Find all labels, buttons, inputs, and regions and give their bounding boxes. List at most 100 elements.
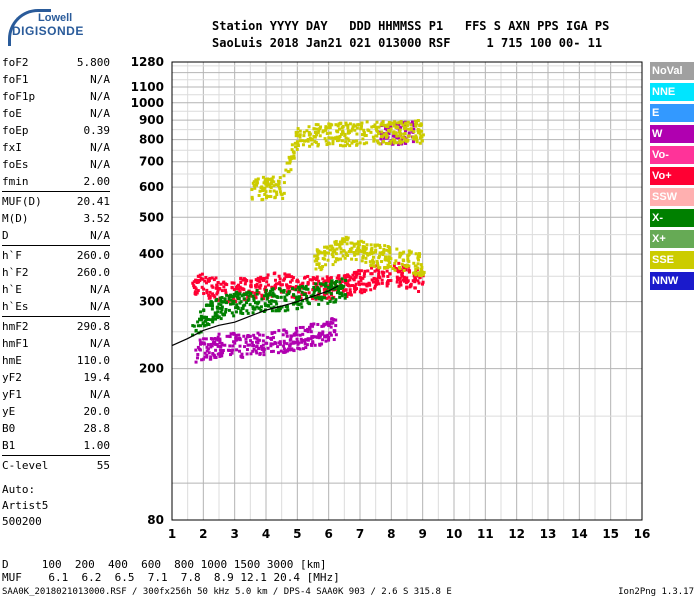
echo-point-w: [306, 327, 310, 331]
echo-point-w: [246, 343, 250, 347]
echo-point-sse: [372, 139, 376, 143]
echo-point-xminus: [316, 286, 320, 290]
echo-point-xminus: [260, 297, 264, 301]
echo-point-xminus: [223, 298, 227, 302]
param-row: foF2 5.800: [2, 54, 110, 71]
legend-item-w: W: [650, 125, 694, 143]
echo-point-sse: [324, 126, 328, 130]
echo-point-voplus: [291, 276, 295, 280]
echo-point-sse: [388, 141, 392, 145]
echo-point-w: [245, 348, 249, 352]
echo-point-xminus: [242, 292, 246, 296]
echo-point-w: [396, 136, 400, 140]
echo-point-xminus: [340, 292, 344, 296]
echo-point-sse: [288, 157, 292, 161]
echo-point-w: [207, 351, 211, 355]
echo-point-sse: [279, 192, 283, 196]
echo-point-sse: [282, 191, 286, 195]
echo-point-w: [310, 323, 314, 327]
echo-point-sse: [398, 130, 402, 134]
param-value: 5.800: [76, 56, 110, 69]
echo-point-voplus: [255, 282, 259, 286]
echo-point-sse: [419, 134, 423, 138]
echo-point-w: [251, 344, 255, 348]
echo-point-w: [269, 336, 273, 340]
echo-point-sse: [414, 273, 418, 277]
echo-point-voplus: [364, 288, 368, 292]
echo-point-voplus: [203, 279, 207, 283]
echo-point-w: [217, 332, 221, 336]
echo-point-voplus: [283, 272, 287, 276]
echo-point-sse: [357, 123, 361, 127]
echo-point-sse: [407, 134, 411, 138]
echo-point-sse: [312, 127, 316, 131]
echo-point-xminus: [301, 299, 305, 303]
echo-point-sse: [375, 120, 379, 124]
echo-point-sse: [302, 130, 306, 134]
echo-point-sse: [387, 246, 391, 250]
echo-point-sse: [250, 197, 254, 201]
echo-point-sse: [310, 142, 314, 146]
echo-point-sse: [295, 133, 299, 137]
echo-point-xminus: [203, 316, 207, 320]
echo-point-sse: [261, 189, 265, 193]
echo-point-w: [230, 349, 234, 353]
echo-point-w: [209, 342, 213, 346]
echo-point-voplus: [207, 296, 211, 300]
echo-point-xminus: [343, 296, 347, 300]
echo-point-sse: [335, 135, 339, 139]
echo-point-w: [332, 330, 336, 334]
echo-point-sse: [398, 252, 402, 256]
echo-point-w: [296, 342, 300, 346]
param-row: hmE 110.0: [2, 352, 110, 369]
echo-point-xminus: [269, 293, 273, 297]
echo-point-sse: [387, 259, 391, 263]
echo-point-w: [321, 331, 325, 335]
echo-point-w: [214, 348, 218, 352]
echo-point-voplus: [399, 280, 403, 284]
echo-point-sse: [415, 138, 419, 142]
echo-point-xminus: [300, 305, 304, 309]
echo-point-sse: [253, 186, 257, 190]
echo-point-voplus: [201, 277, 205, 281]
echo-point-voplus: [368, 283, 372, 287]
echo-point-voplus: [204, 281, 208, 285]
echo-point-xminus: [279, 289, 283, 293]
echo-point-w: [218, 352, 222, 356]
echo-point-sse: [408, 251, 412, 255]
echo-point-xminus: [225, 293, 229, 297]
echo-point-voplus: [396, 267, 400, 271]
echo-point-sse: [330, 252, 334, 256]
echo-point-voplus: [355, 273, 359, 277]
echo-point-sse: [290, 155, 294, 159]
echo-point-sse: [373, 243, 377, 247]
echo-point-xminus: [259, 305, 263, 309]
echo-point-sse: [296, 142, 300, 146]
echo-point-sse: [386, 266, 390, 270]
echo-point-sse: [314, 257, 318, 261]
echo-point-xminus: [232, 314, 236, 318]
echo-point-voplus: [239, 277, 243, 281]
echo-point-voplus: [343, 277, 347, 281]
echo-point-voplus: [351, 284, 355, 288]
y-tick-label: 700: [139, 155, 164, 169]
echo-point-w: [230, 351, 234, 355]
echo-point-xminus: [301, 285, 305, 289]
echo-point-w: [265, 341, 269, 345]
echo-point-sse: [313, 259, 317, 263]
echo-point-sse: [402, 136, 406, 140]
echo-point-sse: [350, 246, 354, 250]
param-row: C-level 55: [2, 457, 110, 474]
param-label: yE: [2, 405, 16, 418]
echo-point-sse: [251, 181, 255, 185]
echo-point-sse: [269, 186, 273, 190]
echo-point-w: [288, 344, 292, 348]
echo-point-xminus: [220, 308, 224, 312]
echo-point-voplus: [284, 275, 288, 279]
echo-point-sse: [352, 123, 356, 127]
echo-point-w: [218, 339, 222, 343]
echo-point-voplus: [397, 284, 401, 288]
echo-point-w: [411, 140, 415, 144]
param-divider: [2, 191, 110, 192]
echo-point-xminus: [230, 311, 234, 315]
